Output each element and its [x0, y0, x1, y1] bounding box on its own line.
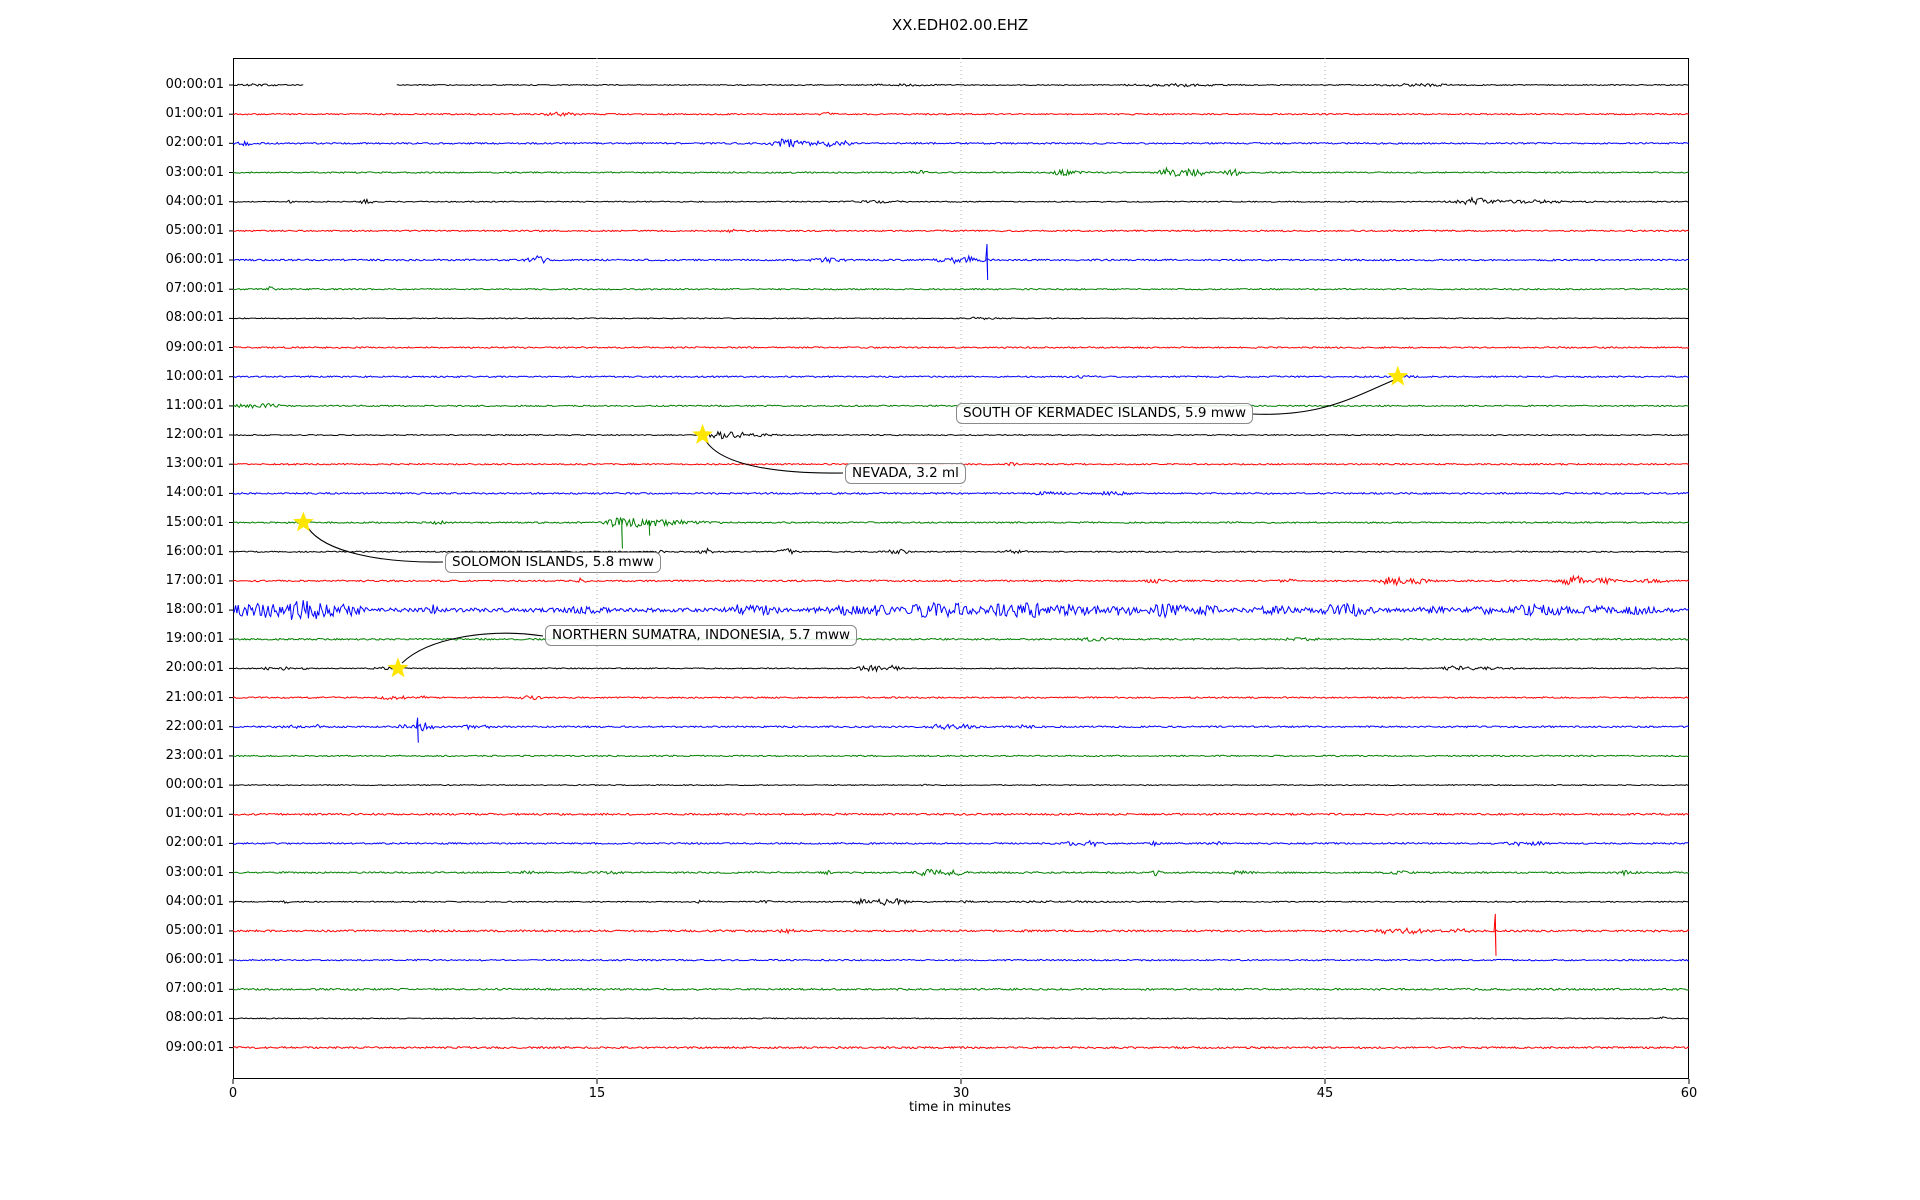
y-tick-label: 07:00:01: [165, 981, 224, 997]
seismic-trace: [232, 694, 1690, 701]
seismic-trace: [232, 111, 1690, 117]
seismic-trace: [232, 490, 1690, 497]
seismic-trace: [232, 574, 1690, 587]
y-tick-label: 17:00:01: [165, 572, 224, 588]
seismic-trace: [232, 516, 1690, 549]
seismic-trace: [232, 754, 1690, 758]
seismic-trace: [233, 83, 304, 87]
y-tick-label: 08:00:01: [165, 1010, 224, 1026]
event-label: NORTHERN SUMATRA, INDONESIA, 5.7 mww: [545, 625, 858, 646]
seismic-trace: [396, 82, 1690, 88]
x-tick-label: 45: [1316, 1086, 1334, 1101]
y-tick-label: 04:00:01: [165, 193, 224, 209]
page-title: XX.EDH02.00.EHZ: [891, 16, 1029, 34]
y-tick-label: 11:00:01: [165, 397, 224, 413]
y-tick-label: 02:00:01: [165, 135, 224, 151]
seismic-trace: [232, 812, 1690, 817]
x-tick-label: 0: [228, 1086, 238, 1101]
seismic-trace: [232, 138, 1690, 148]
y-tick-label: 02:00:01: [165, 835, 224, 851]
seismic-trace: [232, 547, 1690, 556]
y-tick-label: 16:00:01: [165, 543, 224, 559]
event-connector: [1251, 379, 1395, 415]
x-axis-label: time in minutes: [908, 1100, 1012, 1115]
x-tick-label: 15: [588, 1086, 606, 1101]
y-tick-label: 15:00:01: [165, 514, 224, 530]
y-tick-label: 05:00:01: [165, 222, 224, 238]
event-star-icon: [387, 657, 409, 678]
y-tick-label: 21:00:01: [165, 689, 224, 705]
y-tick-label: 09:00:01: [165, 339, 224, 355]
seismic-trace: [232, 196, 1690, 206]
y-tick-label: 13:00:01: [165, 456, 224, 472]
event-label: SOUTH OF KERMADEC ISLANDS, 5.9 mww: [956, 403, 1253, 424]
y-tick-label: 10:00:01: [165, 368, 224, 384]
event-label: SOLOMON ISLANDS, 5.8 mww: [445, 552, 661, 573]
seismic-trace: [232, 717, 1690, 743]
seismic-trace: [232, 958, 1690, 962]
y-tick-label: 00:00:01: [165, 777, 224, 793]
event-star-icon: [692, 424, 713, 444]
event-connector: [705, 440, 844, 474]
y-tick-label: 22:00:01: [165, 718, 224, 734]
y-tick-label: 14:00:01: [165, 485, 224, 501]
seismic-trace: [232, 868, 1690, 877]
seismic-trace: [232, 243, 1690, 281]
seismic-trace: [232, 636, 1690, 642]
y-tick-label: 00:00:01: [165, 77, 224, 92]
y-tick-label: 06:00:01: [165, 252, 224, 267]
y-tick-label: 06:00:01: [165, 952, 224, 968]
y-tick-label: 01:00:01: [165, 806, 224, 822]
seismic-trace: [232, 286, 1690, 291]
y-tick-label: 07:00:01: [165, 281, 224, 297]
y-tick-label: 08:00:01: [165, 310, 224, 326]
event-star-icon: [1387, 365, 1409, 386]
y-tick-label: 19:00:01: [165, 631, 224, 647]
y-tick-label: 04:00:01: [165, 893, 224, 909]
event-connector: [401, 632, 544, 664]
seismic-trace: [232, 316, 1690, 321]
seismic-trace: [233, 783, 1690, 787]
y-tick-label: 03:00:01: [165, 164, 224, 180]
y-tick-label: 18:00:01: [165, 602, 224, 618]
y-tick-label: 23:00:01: [165, 747, 224, 763]
y-tick-label: 09:00:01: [165, 1039, 224, 1055]
seismic-trace: [232, 228, 1690, 234]
seismic-trace: [233, 987, 1690, 991]
event-label: NEVADA, 3.2 ml: [845, 463, 966, 484]
seismic-trace: [232, 1016, 1690, 1020]
seismic-trace: [232, 897, 1689, 907]
event-star-icon: [292, 511, 314, 532]
y-tick-label: 05:00:01: [165, 922, 224, 938]
x-tick-label: 30: [952, 1086, 970, 1101]
seismic-trace: [232, 839, 1690, 848]
y-tick-label: 03:00:01: [165, 864, 224, 880]
seismic-trace: [232, 1045, 1690, 1050]
event-connector: [307, 527, 444, 563]
seismic-trace: [232, 166, 1689, 178]
y-tick-label: 01:00:01: [165, 106, 224, 122]
y-tick-label: 20:00:01: [165, 660, 224, 676]
x-tick-label: 60: [1680, 1086, 1698, 1101]
seismic-trace: [232, 346, 1690, 350]
seismic-trace: [232, 374, 1690, 379]
seismic-trace: [232, 430, 1690, 440]
seismic-trace: [233, 664, 1690, 673]
seismic-trace: [232, 913, 1690, 956]
seismic-trace: [232, 600, 1690, 620]
y-tick-label: 12:00:01: [165, 427, 224, 442]
